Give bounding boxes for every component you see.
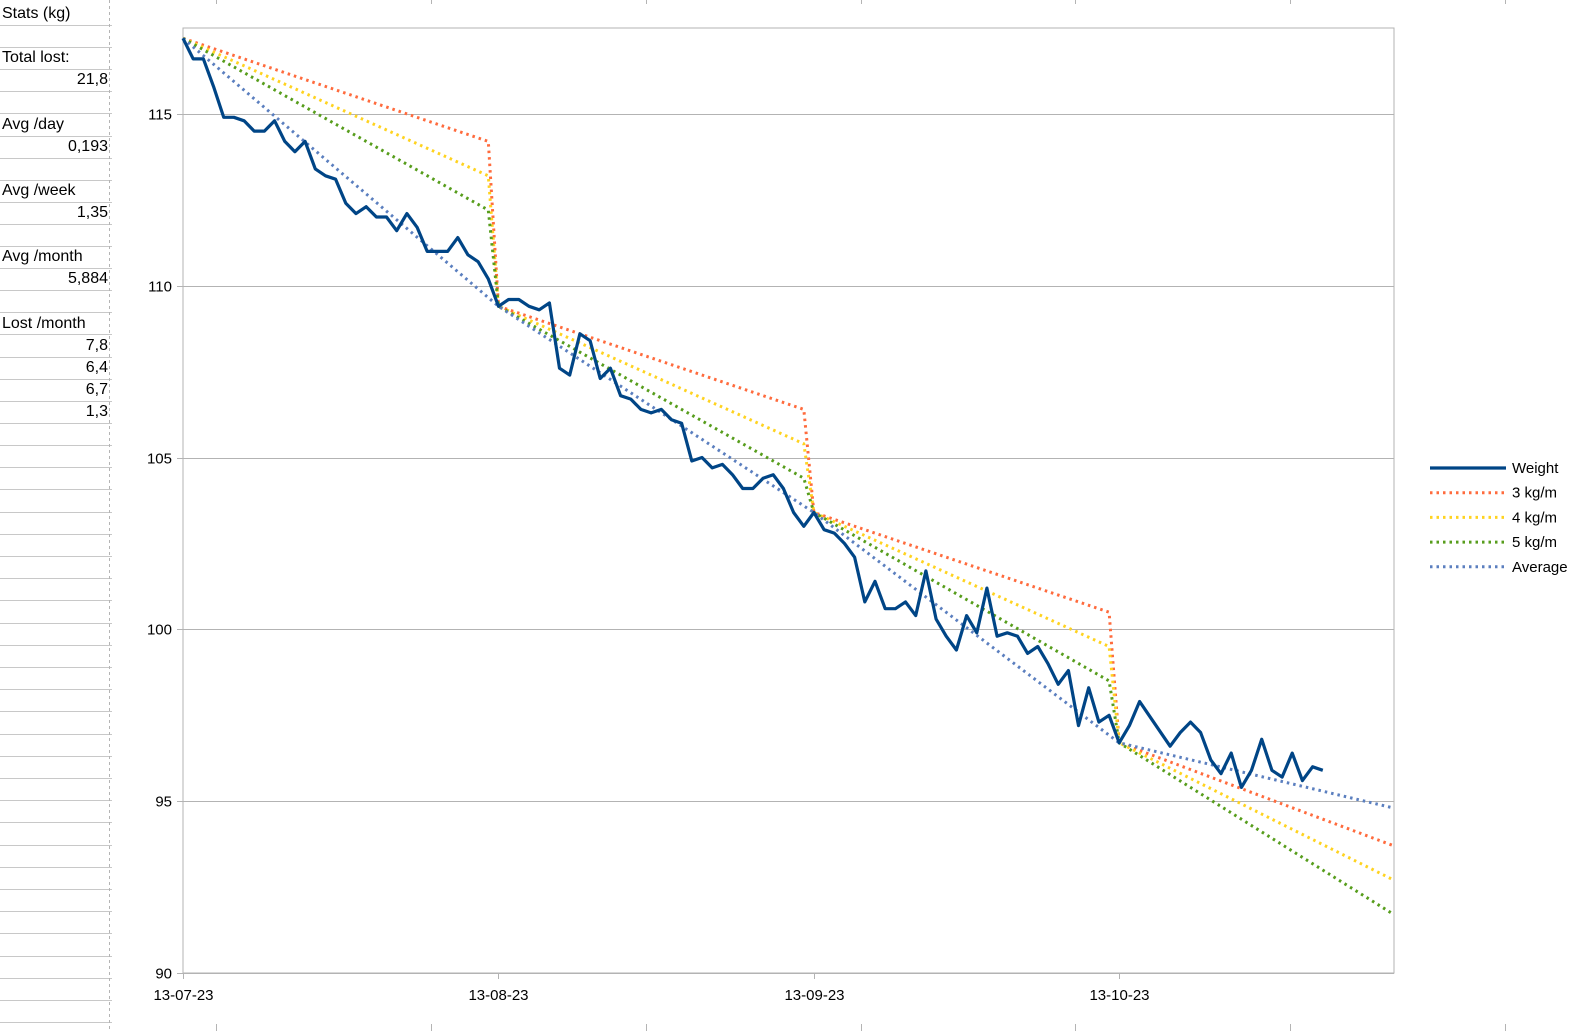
series-line-4-kg-m [182,36,1395,882]
y-tick-label: 115 [148,107,172,124]
series-line-weight [181,37,1324,790]
lost-month-value: 6,4 [85,359,108,376]
lost-month-label: Lost /month [2,315,86,332]
y-tick-label: 95 [155,794,172,811]
y-tick-label: 100 [147,622,172,639]
lost-month-value: 6,7 [85,381,108,398]
series-line-3-kg-m [182,36,1395,848]
y-tick-label: 110 [148,279,172,296]
series-line-5-kg-m [182,36,1395,916]
x-tick-label: 13-07-23 [153,987,213,1004]
x-tick-label: 13-10-23 [1089,987,1149,1004]
x-tick-label: 13-09-23 [784,987,844,1004]
avg-month-label: Avg /month [2,248,83,265]
legend-label: 4 kg/m [1512,509,1557,526]
avg-day-label: Avg /day [2,116,64,133]
legend-label: Weight [1512,460,1559,477]
legend-label: 3 kg/m [1512,485,1557,502]
total-lost-label: Total lost: [2,49,70,66]
lost-month-value: 1,3 [85,403,108,420]
total-lost-value: 21,8 [76,71,108,88]
x-tick-label: 13-08-23 [468,987,528,1004]
series-line-average [182,37,1395,810]
avg-month-value: 5,884 [67,270,108,287]
y-tick-label: 90 [155,966,172,983]
legend: Weight 3 kg/m 4 kg/m 5 kg/m Average [1430,460,1568,576]
legend-label: Average [1512,559,1568,576]
avg-day-value: 0,193 [67,138,108,155]
y-tick-label: 105 [147,451,172,468]
lost-month-value: 7,8 [85,337,108,354]
avg-week-label: Avg /week [2,182,76,199]
legend-label: 5 kg/m [1512,534,1557,551]
stats-title: Stats (kg) [2,5,71,22]
avg-week-value: 1,35 [76,204,108,221]
